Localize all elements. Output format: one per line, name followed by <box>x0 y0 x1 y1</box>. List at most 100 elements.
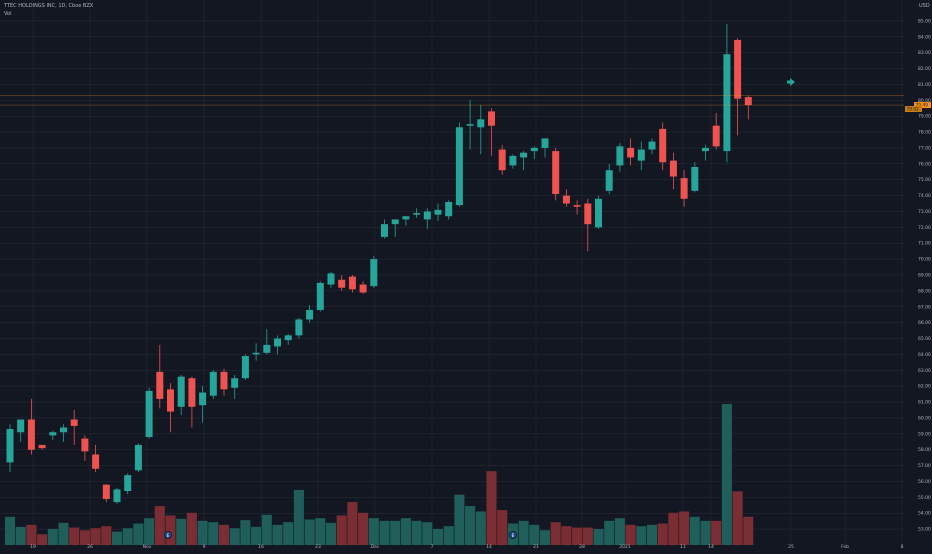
price-axis[interactable]: 85.00 84.00 83.00 82.00 81.00 80.00 79.00 78.00… <box>905 18 931 533</box>
volume-bar <box>101 526 112 545</box>
volume-bar <box>133 523 144 545</box>
candle-body <box>477 119 485 128</box>
price-tag <box>905 106 922 113</box>
earnings-marker-1[interactable]: E <box>164 531 172 539</box>
time-axis[interactable]: 19 26 Nov 9 16 23 Dec 7 14 21 28 2021 11 14 25 Feb 8 <box>30 544 903 550</box>
candle <box>562 189 570 207</box>
volume-bar <box>304 519 315 545</box>
volume-bar <box>240 520 251 545</box>
candle <box>156 344 164 409</box>
volume-bar <box>186 512 197 545</box>
candle <box>70 410 78 445</box>
candle <box>263 329 271 355</box>
volume-bar <box>689 516 700 545</box>
candle <box>167 383 174 433</box>
volume-bar <box>572 527 583 545</box>
earnings-circle-2 <box>509 531 517 539</box>
candle <box>744 95 752 120</box>
candle-body <box>712 125 720 147</box>
candle-body <box>370 259 378 287</box>
volume-bar <box>79 530 90 545</box>
y-tick-label: 64.00 <box>918 352 931 358</box>
candle <box>134 443 142 472</box>
volume-bar <box>37 534 48 545</box>
candle-body <box>92 454 100 469</box>
price-tag-label: 79.49 <box>916 103 929 109</box>
candles <box>6 24 752 504</box>
x-tick-label: 28 <box>579 544 585 550</box>
candle-body <box>488 111 495 126</box>
earnings-circle-1 <box>164 531 172 539</box>
x-tick-label: 21 <box>533 544 539 550</box>
x-tick-label: 11 <box>680 544 686 550</box>
candle-body <box>38 444 46 449</box>
candle <box>530 146 538 160</box>
candle <box>92 444 100 472</box>
y-tick-label: 65.00 <box>918 336 931 342</box>
candle-body <box>220 371 228 390</box>
candle <box>723 24 731 163</box>
candle <box>584 198 592 252</box>
candle-body <box>295 319 303 336</box>
volume-bar <box>347 502 358 545</box>
candle <box>60 424 67 442</box>
candle-body <box>541 138 549 148</box>
candle-body <box>102 484 110 499</box>
candle <box>220 368 228 396</box>
candle <box>509 154 517 169</box>
volume-bar <box>593 528 604 545</box>
x-tick-label: Nov <box>143 544 152 550</box>
candle-body <box>274 338 281 347</box>
candle-body <box>27 419 35 450</box>
volume-bar <box>668 512 679 545</box>
candle-body <box>348 276 356 290</box>
candle <box>691 162 699 193</box>
candle <box>712 113 720 150</box>
candle-body <box>423 211 431 220</box>
x-tick-label: 26 <box>87 544 93 550</box>
candle-body <box>402 216 410 220</box>
candle <box>616 143 624 172</box>
volume-bar <box>497 510 508 545</box>
candle <box>49 430 57 441</box>
volume-bar <box>561 526 572 545</box>
y-tick-label: 56.00 <box>918 479 931 485</box>
price-tag <box>914 102 931 109</box>
candle <box>102 484 110 503</box>
candle <box>188 376 196 428</box>
candle <box>252 343 260 361</box>
candle-body <box>188 378 196 407</box>
volume-bar <box>550 522 561 545</box>
volume-bar <box>315 518 326 545</box>
earnings-marker-2[interactable]: E <box>509 531 517 539</box>
candle-body <box>584 203 592 225</box>
candle <box>145 387 153 439</box>
y-tick-label: 53.00 <box>918 527 931 533</box>
x-tick-label: 14 <box>486 544 492 550</box>
volume-bar <box>26 524 37 545</box>
x-tick-label: Feb <box>841 544 849 550</box>
candle-body <box>231 378 239 388</box>
candle <box>124 473 132 495</box>
y-tick-label: 77.00 <box>918 145 931 151</box>
x-tick-label: 9 <box>203 544 206 550</box>
volume-bar <box>283 522 294 545</box>
volume-bar <box>58 522 69 545</box>
x-tick-label: 25 <box>788 544 794 550</box>
candle <box>734 38 742 136</box>
candle <box>199 386 207 423</box>
candle-body <box>156 371 164 399</box>
volume-bar <box>261 514 272 545</box>
candle <box>177 375 185 415</box>
volume-bar <box>90 528 101 545</box>
candle <box>659 122 667 171</box>
candle <box>38 444 46 450</box>
volume-bar <box>336 515 347 545</box>
candle-body <box>680 178 688 199</box>
volume-bar <box>229 528 240 545</box>
volume-bar <box>368 518 379 545</box>
candle <box>231 375 239 399</box>
volume-bar <box>700 520 711 545</box>
